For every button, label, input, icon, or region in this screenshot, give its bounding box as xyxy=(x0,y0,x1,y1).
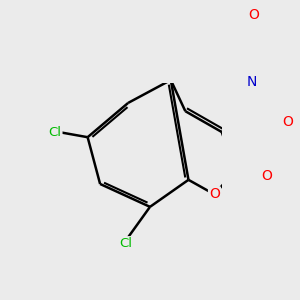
Text: Cl: Cl xyxy=(49,125,62,139)
Text: O: O xyxy=(209,188,220,201)
Text: O: O xyxy=(261,169,272,183)
Text: O: O xyxy=(283,115,293,129)
Text: Cl: Cl xyxy=(120,237,133,250)
Text: O: O xyxy=(248,8,260,22)
Text: N: N xyxy=(247,75,257,89)
